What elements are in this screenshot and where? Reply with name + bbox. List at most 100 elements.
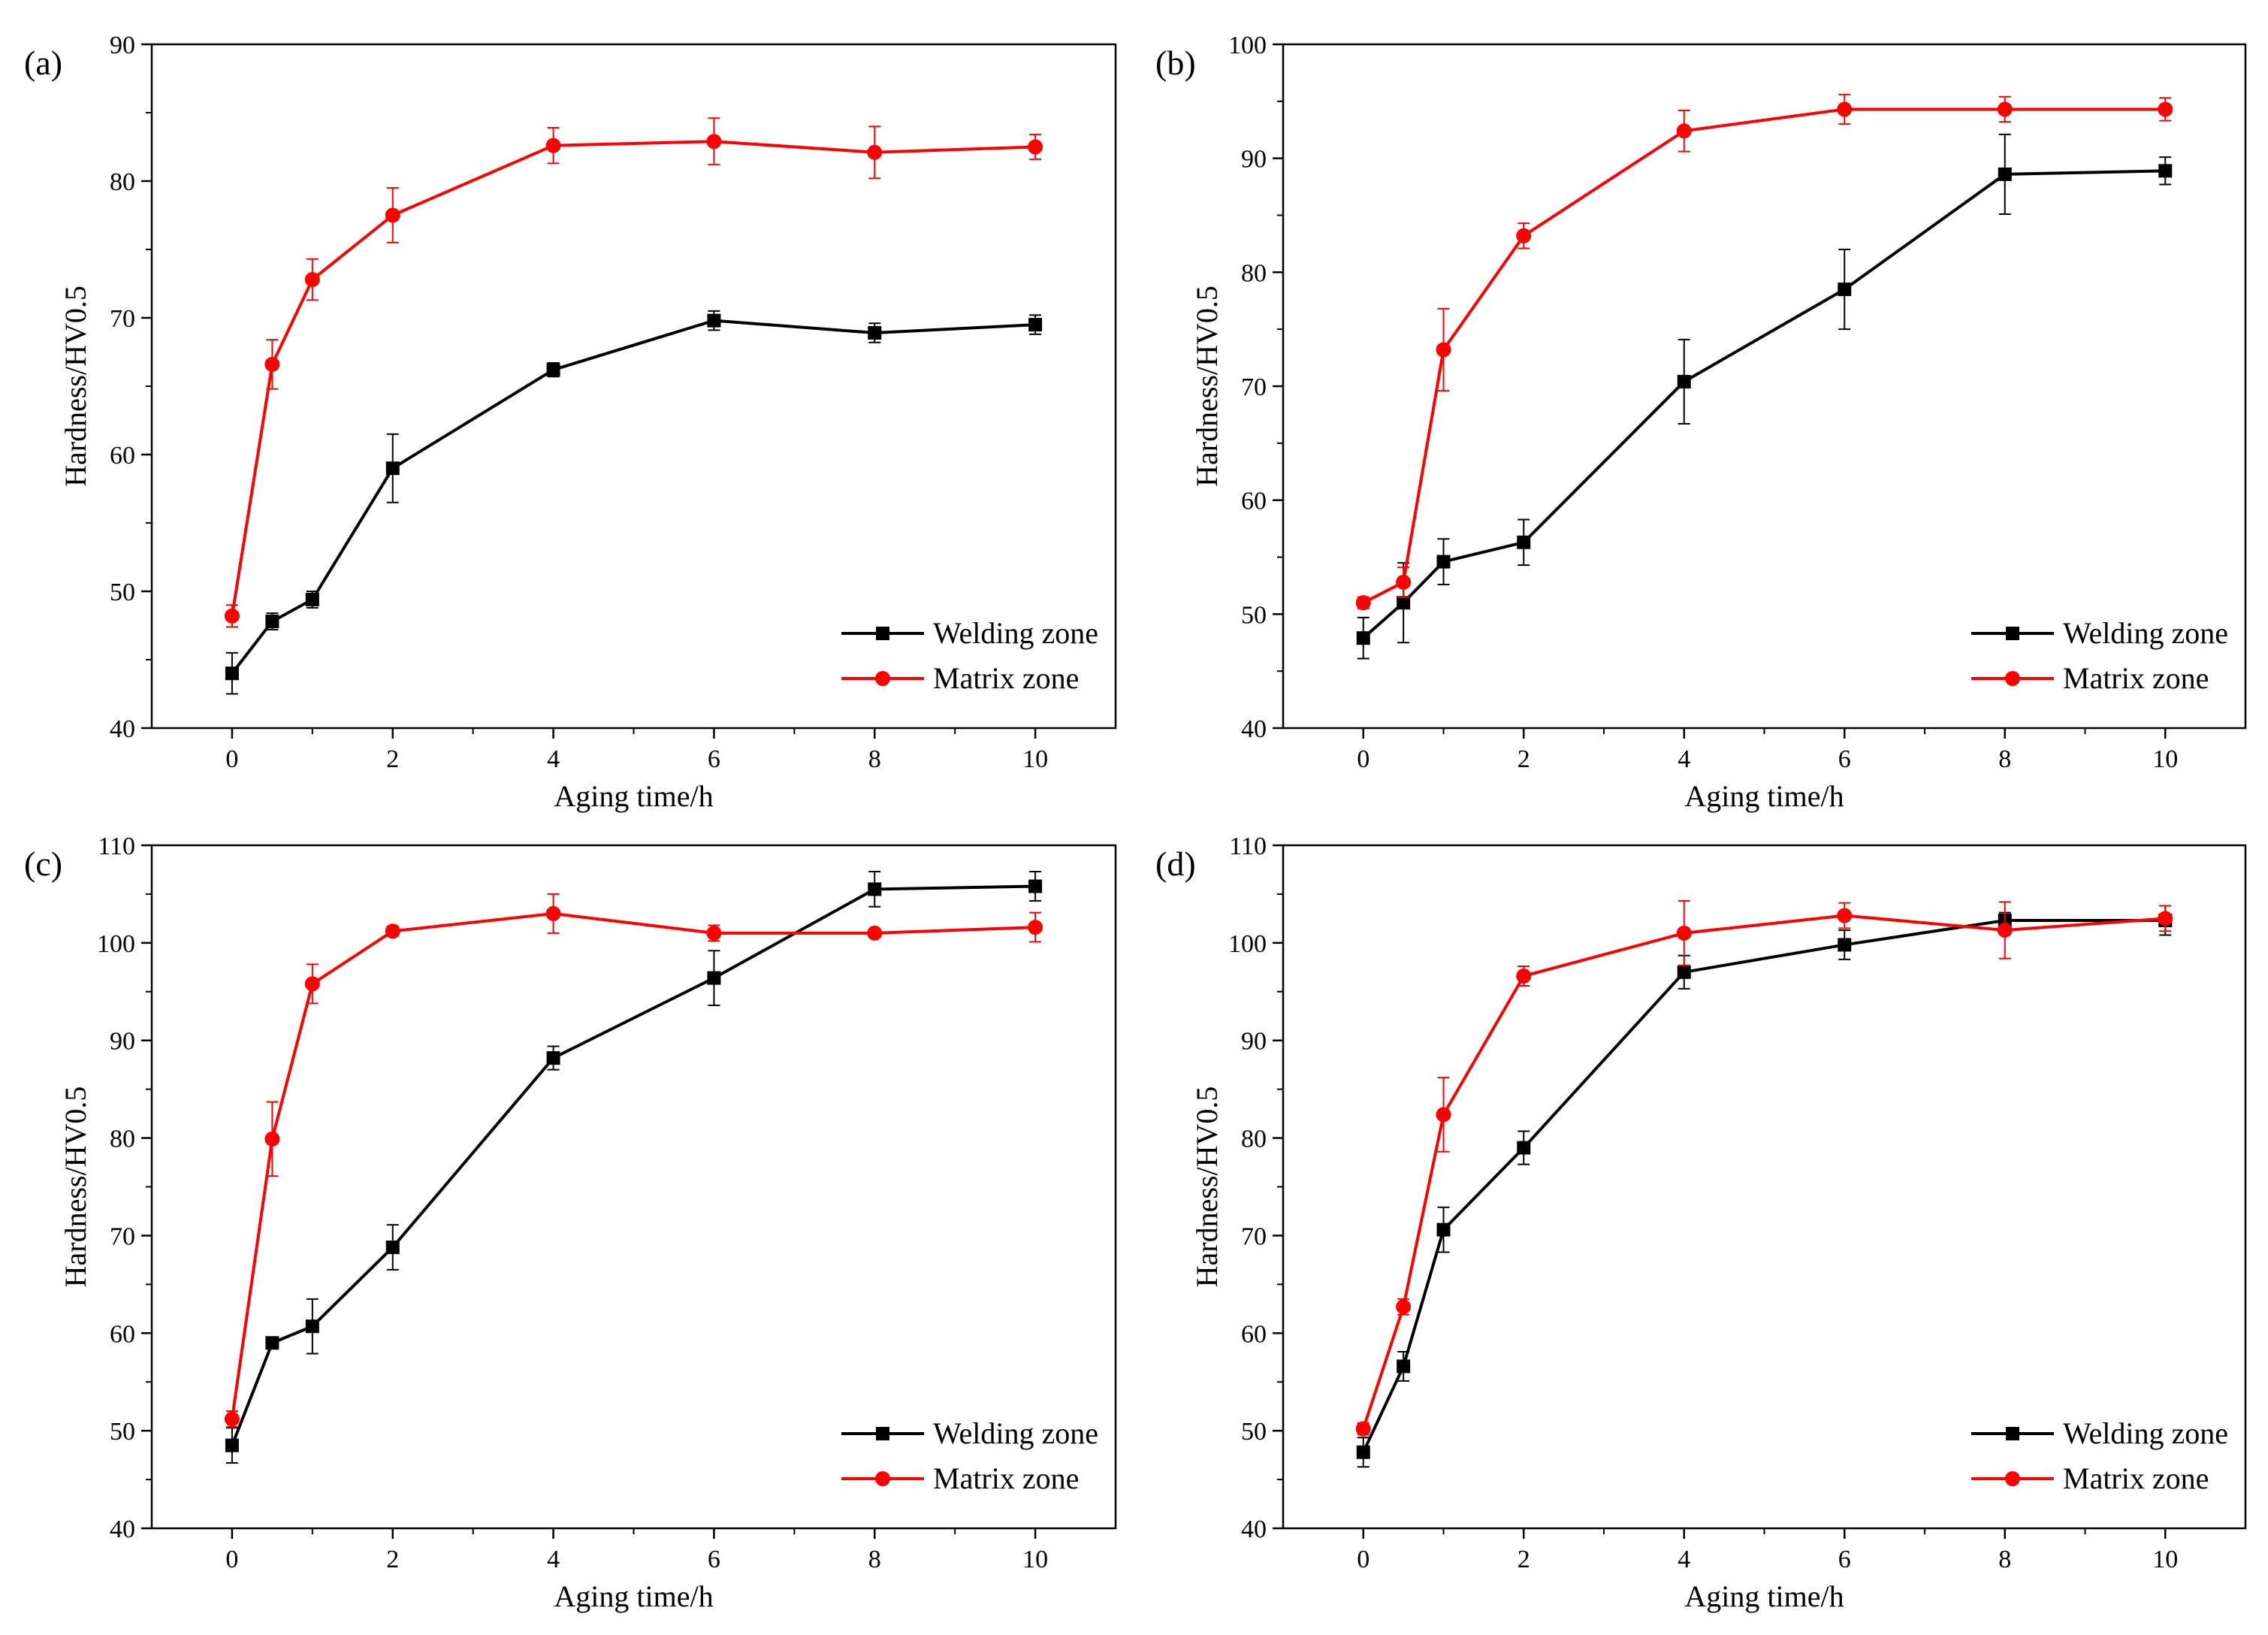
data-point-d-1 (1355, 1421, 1371, 1437)
legend-marker-b-0 (2006, 627, 2019, 640)
legend-marker-a-1 (875, 671, 890, 686)
data-point-b-0 (1677, 374, 1691, 388)
data-point-a-1 (264, 356, 280, 372)
x-tick-label-a: 0 (225, 745, 238, 773)
data-point-a-0 (265, 615, 279, 629)
x-tick-label-d: 10 (2152, 1546, 2178, 1573)
data-point-a-0 (225, 666, 239, 681)
series-line-d-1 (1361, 914, 2166, 1430)
legend-marker-d-1 (2005, 1471, 2020, 1486)
x-tick-label-c: 8 (868, 1546, 881, 1573)
y-tick-label-b: 40 (1241, 715, 1267, 743)
y-tick-label-b: 50 (1241, 601, 1267, 629)
data-point-a-1 (1028, 139, 1043, 155)
data-point-c-1 (706, 925, 722, 941)
legend-marker-c-1 (875, 1471, 890, 1486)
y-axis-title-c: Hardness/HV0.5 (59, 1086, 92, 1288)
y-tick-label-c: 110 (98, 833, 135, 860)
x-axis-title-a: Aging time/h (554, 779, 713, 813)
series-c-matrix-zone (224, 893, 1043, 1428)
y-tick-label-c: 80 (110, 1126, 135, 1153)
y-axis-title-d: Hardness/HV0.5 (1190, 1086, 1224, 1288)
y-tick-label-a: 40 (110, 715, 135, 743)
data-point-b-0 (1838, 283, 1852, 297)
legend-b: Welding zone Matrix zone (1971, 616, 2228, 695)
data-point-b-1 (1676, 123, 1692, 139)
series-c-welding-zone (225, 871, 1043, 1464)
series-line-b-0 (1362, 169, 2166, 639)
x-tick-label-a: 4 (547, 745, 560, 773)
data-point-d-0 (1517, 1141, 1531, 1155)
data-point-a-0 (868, 326, 882, 340)
x-tick-label-c: 10 (1022, 1546, 1048, 1573)
x-tick-label-b: 8 (1998, 745, 2011, 773)
legend-d: Welding zone Matrix zone (1971, 1416, 2228, 1495)
data-point-b-1 (1837, 101, 1853, 117)
y-tick-label-b: 60 (1241, 488, 1267, 515)
data-point-d-0 (1397, 1359, 1411, 1374)
data-point-b-1 (2158, 101, 2173, 117)
panel-label-c: (c) (24, 845, 62, 883)
y-tick-label-a: 90 (110, 32, 135, 59)
legend-label-c-1: Matrix zone (933, 1461, 1079, 1495)
data-point-a-0 (546, 363, 560, 377)
legend-label-b-0: Welding zone (2063, 616, 2228, 650)
y-tick-label-d: 70 (1241, 1222, 1267, 1250)
data-point-d-0 (1436, 1222, 1451, 1237)
series-a-matrix-zone (224, 117, 1043, 628)
data-point-b-0 (1436, 555, 1451, 569)
legend-a: Welding zone Matrix zone (841, 616, 1098, 695)
data-point-b-1 (1436, 342, 1451, 358)
y-axis-title-b: Hardness/HV0.5 (1190, 286, 1224, 487)
data-point-b-0 (1397, 596, 1411, 610)
legend-label-c-0: Welding zone (933, 1416, 1098, 1450)
data-point-d-1 (1676, 925, 1692, 941)
data-point-c-0 (868, 882, 882, 896)
data-point-d-1 (1837, 908, 1853, 923)
x-tick-label-a: 2 (386, 745, 399, 773)
y-tick-label-b: 100 (1228, 32, 1267, 59)
x-tick-label-d: 4 (1678, 1546, 1690, 1573)
x-tick-label-b: 6 (1838, 745, 1851, 773)
data-point-d-1 (1396, 1299, 1412, 1315)
data-point-d-1 (2158, 911, 2173, 926)
y-tick-label-d: 100 (1228, 930, 1267, 958)
x-axis-title-b: Aging time/h (1684, 779, 1844, 813)
data-point-c-0 (385, 1241, 400, 1255)
legend-marker-c-0 (876, 1427, 889, 1440)
data-point-c-1 (264, 1131, 280, 1147)
data-point-c-0 (265, 1336, 279, 1350)
data-point-a-1 (545, 138, 561, 153)
panel-label-d: (d) (1155, 845, 1196, 883)
y-axis-title-a: Hardness/HV0.5 (59, 286, 92, 487)
y-tick-label-a: 60 (110, 442, 135, 470)
series-line-c-1 (230, 911, 1036, 1419)
data-point-a-0 (305, 592, 319, 606)
data-point-b-1 (1516, 228, 1532, 243)
data-point-c-1 (304, 976, 320, 992)
data-point-a-0 (1028, 318, 1043, 332)
data-point-a-0 (707, 313, 721, 328)
x-tick-label-b: 10 (2152, 745, 2178, 773)
panel-b: 0 2 4 6 8 10 40 50 60 70 80 90 100 Aging time/h Hardne… (1155, 32, 2247, 813)
data-point-c-1 (224, 1411, 240, 1427)
series-d-welding-zone (1356, 905, 2173, 1468)
panel-a: 0 2 4 6 8 10 40 50 60 70 80 90 Aging time/h Hardness/… (24, 32, 1117, 813)
y-tick-label-c: 100 (97, 930, 135, 958)
x-tick-label-a: 8 (868, 745, 881, 773)
x-tick-label-d: 0 (1357, 1546, 1370, 1573)
y-tick-label-b: 80 (1241, 259, 1267, 287)
legend-label-a-0: Welding zone (933, 616, 1098, 650)
x-tick-label-b: 2 (1518, 745, 1530, 773)
data-point-c-0 (546, 1051, 560, 1065)
data-point-b-0 (1356, 631, 1370, 645)
data-point-a-1 (304, 272, 320, 288)
series-line-d-0 (1361, 918, 2166, 1453)
panel-d: 0 2 4 6 8 10 40 50 60 70 80 90 100 110 Aging time/h Har… (1155, 833, 2247, 1613)
y-tick-label-c: 40 (110, 1516, 135, 1543)
data-point-a-1 (867, 144, 883, 160)
legend-label-b-1: Matrix zone (2063, 661, 2209, 695)
y-tick-label-d: 50 (1241, 1418, 1267, 1446)
data-point-d-1 (1436, 1107, 1451, 1123)
